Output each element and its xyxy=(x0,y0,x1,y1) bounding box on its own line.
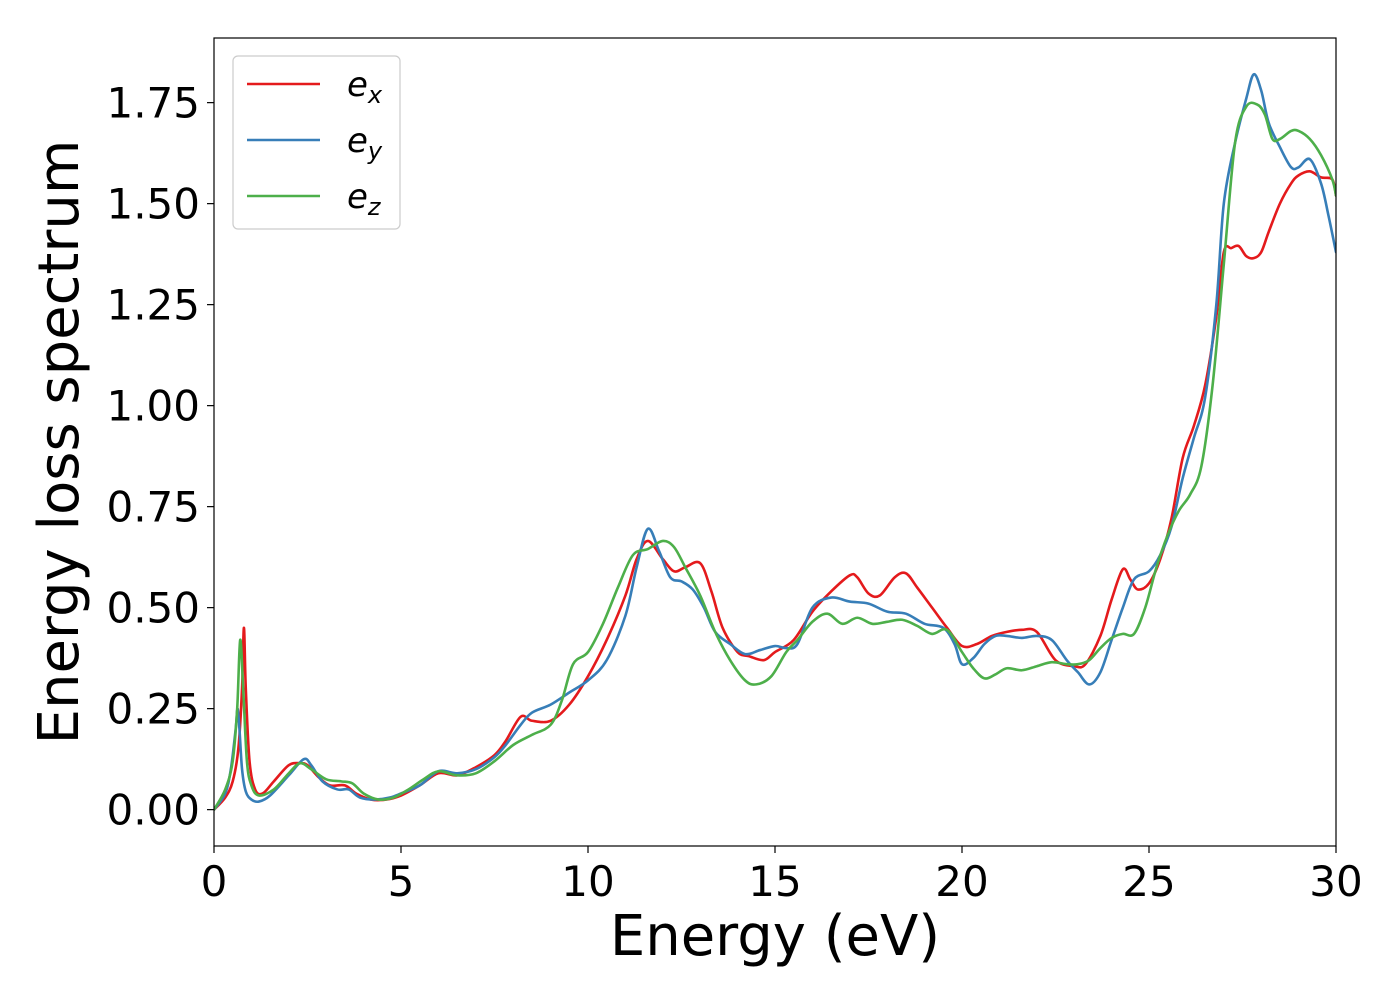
y-tick-label: 1.50 xyxy=(106,180,200,229)
series-line-ey xyxy=(214,73,1336,811)
series-layer xyxy=(214,73,1336,811)
x-tick-label: 15 xyxy=(748,857,801,906)
x-tick-label: 20 xyxy=(935,857,988,906)
y-tick-label: 1.75 xyxy=(106,79,200,128)
x-axis: 0 5 10 15 20 25 30 xyxy=(201,846,1363,906)
y-tick-label: 0.00 xyxy=(106,786,200,835)
y-axis: 0.00 0.25 0.50 0.75 1.00 1.25 1.50 1.75 xyxy=(106,79,214,835)
y-tick-label: 1.00 xyxy=(106,382,200,431)
series-line-ez xyxy=(214,101,1336,811)
legend-label-ey: ey xyxy=(347,121,383,165)
x-tick-label: 10 xyxy=(561,857,614,906)
legend-label-ex: ex xyxy=(347,65,383,109)
y-tick-label: 1.25 xyxy=(106,281,200,330)
x-axis-title: Energy (eV) xyxy=(610,904,940,969)
x-tick-label: 25 xyxy=(1122,857,1175,906)
legend: ex ey ez xyxy=(232,55,401,230)
y-tick-label: 0.25 xyxy=(106,685,200,734)
legend-label-ez: ez xyxy=(347,177,382,221)
x-tick-label: 5 xyxy=(388,857,415,906)
legend-box xyxy=(232,55,401,230)
y-tick-label: 0.75 xyxy=(106,483,200,532)
y-axis-title: Energy loss spectrum xyxy=(27,140,92,745)
x-tick-label: 30 xyxy=(1309,857,1362,906)
series-line-ex xyxy=(214,170,1336,811)
x-tick-label: 0 xyxy=(201,857,228,906)
y-tick-label: 0.50 xyxy=(106,584,200,633)
